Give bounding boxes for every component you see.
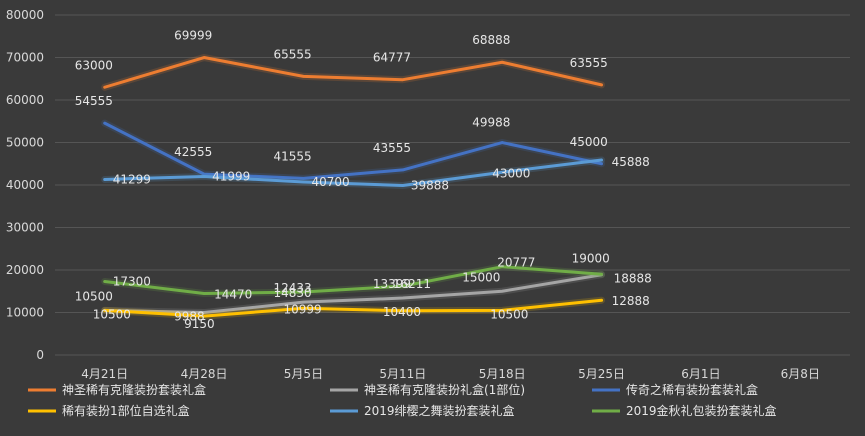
data-label: 41299	[113, 172, 151, 186]
data-label: 16211	[393, 277, 431, 291]
data-label: 20777	[497, 256, 535, 270]
data-label: 43000	[492, 166, 530, 180]
y-tick-label: 40000	[6, 178, 44, 192]
y-tick-label: 60000	[6, 93, 44, 107]
data-label: 9988	[174, 310, 205, 324]
data-label: 12433	[273, 281, 311, 295]
series-lines	[101, 54, 606, 320]
data-label: 17300	[113, 274, 151, 288]
series-line-1	[103, 273, 604, 315]
data-label: 19000	[572, 251, 610, 265]
series-line-0	[103, 56, 604, 89]
x-tick-label: 5月5日	[284, 367, 323, 381]
x-tick-label: 4月21日	[81, 367, 128, 381]
x-tick-label: 5月18日	[479, 367, 526, 381]
legend-label-0: 神圣稀有克隆装扮套装礼盒	[62, 382, 206, 397]
y-tick-label: 30000	[6, 221, 44, 235]
legend-label-3: 稀有装扮1部位自选礼盒	[62, 403, 190, 418]
data-label: 54555	[75, 94, 113, 108]
data-label: 42555	[174, 145, 212, 159]
data-label: 10500	[93, 307, 131, 321]
x-tick-label: 6月1日	[681, 367, 720, 381]
legend: 神圣稀有克隆装扮套装礼盒 神圣稀有克隆装扮礼盒(1部位) 传奇之稀有装扮套装礼盒稀有…	[28, 382, 777, 418]
legend-label-5: 2019金秋礼包装扮套装礼盒	[626, 403, 777, 418]
x-tick-label: 5月25日	[578, 367, 625, 381]
data-label: 39888	[411, 178, 449, 192]
series-line-glow-0	[101, 54, 606, 91]
y-tick-label: 70000	[6, 51, 44, 65]
data-label: 63555	[570, 56, 608, 70]
data-label: 14830	[273, 286, 311, 300]
data-label: 15000	[462, 270, 500, 284]
data-label: 18888	[614, 272, 652, 286]
data-label: 14470	[214, 288, 252, 302]
data-label: 49988	[472, 116, 510, 130]
data-label: 13399	[373, 277, 411, 291]
y-axis: 0 10000 20000 30000 40000 50000 60000 70000 8000…	[6, 8, 44, 362]
data-label: 45000	[570, 135, 608, 149]
legend-label-4: 2019绯樱之舞装扮套装礼盒	[364, 403, 515, 418]
data-label: 40700	[311, 175, 349, 189]
x-tick-label: 4月28日	[181, 367, 228, 381]
y-tick-label: 0	[36, 348, 44, 362]
data-label: 10999	[283, 302, 321, 316]
data-label: 10500	[75, 289, 113, 303]
data-labels: 63000 69999 65555 64777 68888 63555 10500 9988 1…	[75, 29, 652, 332]
data-label: 64777	[373, 51, 411, 65]
y-tick-label: 10000	[6, 306, 44, 320]
data-label: 68888	[472, 33, 510, 47]
data-label: 45888	[612, 155, 650, 169]
series-line-2	[103, 121, 604, 180]
y-tick-label: 80000	[6, 8, 44, 22]
x-tick-label: 6月8日	[781, 367, 820, 381]
data-label: 12888	[612, 294, 650, 308]
y-tick-label: 50000	[6, 136, 44, 150]
data-label: 9150	[184, 317, 215, 331]
data-label: 10400	[383, 305, 421, 319]
y-tick-label: 20000	[6, 263, 44, 277]
legend-label-1: 神圣稀有克隆装扮礼盒(1部位)	[364, 382, 525, 397]
legend-label-2: 传奇之稀有装扮套装礼盒	[626, 382, 758, 397]
x-axis: 4月21日 4月28日 5月5日 5月11日 5月18日 5月25日 6月1日 6月8日	[81, 367, 820, 381]
series-line-4	[103, 158, 604, 187]
data-label: 65555	[273, 47, 311, 61]
data-label: 43555	[373, 141, 411, 155]
series-line-5	[103, 265, 604, 296]
x-tick-label: 5月11日	[379, 367, 426, 381]
data-label: 69999	[174, 29, 212, 43]
data-label: 41999	[212, 170, 250, 184]
data-label: 63000	[75, 58, 113, 72]
series-line-3	[103, 298, 604, 318]
data-label: 10500	[490, 307, 528, 321]
data-label: 41555	[273, 149, 311, 163]
